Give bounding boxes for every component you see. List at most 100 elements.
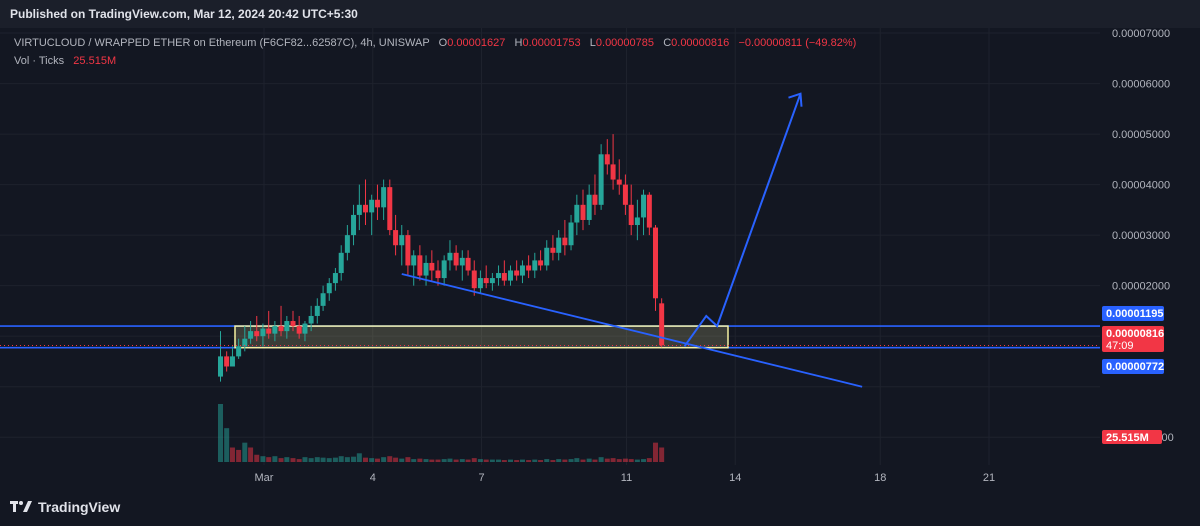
candle-body	[580, 204, 586, 220]
volume-bar	[308, 458, 314, 462]
support-zone	[234, 325, 729, 349]
candle-body	[405, 235, 411, 266]
volume-bar	[604, 458, 610, 462]
tradingview-logo-icon	[10, 501, 32, 512]
legend-volume-value: 25.515M	[73, 55, 117, 67]
volume-bar	[453, 459, 459, 462]
candle-body	[568, 222, 574, 246]
volume-bar	[574, 458, 580, 462]
volume-bar	[405, 457, 411, 462]
candle-body	[519, 265, 525, 276]
candle-body	[641, 194, 647, 218]
volume-bar	[483, 459, 489, 462]
chart-area[interactable]	[0, 28, 1100, 465]
candle-body	[489, 278, 495, 284]
volume-bar	[236, 449, 242, 462]
volume-bar	[374, 458, 380, 462]
candles	[218, 134, 665, 382]
candle-body	[302, 323, 308, 334]
candle-body	[550, 247, 556, 253]
candle-body	[393, 230, 399, 246]
volume-bar	[314, 457, 320, 462]
candle-body	[399, 235, 405, 246]
candle-body	[653, 227, 658, 299]
candle-body	[610, 164, 616, 180]
volume-bar	[284, 457, 290, 462]
volume-bar	[634, 459, 640, 462]
volume-bar	[260, 456, 266, 462]
candle-body	[574, 204, 580, 223]
volume-bar	[508, 459, 513, 462]
candle-body	[381, 187, 387, 208]
candle-body	[308, 315, 314, 324]
candle-body	[622, 184, 628, 205]
candle-body	[465, 257, 471, 271]
price-tick-label: 0.00004000	[1112, 180, 1170, 192]
legend-open-value: 0.00001627	[447, 37, 506, 49]
candle-body	[634, 217, 640, 226]
candle-body	[659, 303, 665, 346]
candle-body	[229, 356, 235, 367]
volume-label-text: 25.515M	[1106, 432, 1149, 444]
price-label-text: 0.00000772	[1106, 361, 1164, 373]
candle-body	[284, 321, 290, 332]
tradingview-brand[interactable]: TradingView	[10, 499, 120, 515]
volume-bar	[218, 404, 223, 462]
candle-body	[544, 247, 550, 266]
volume-bar	[550, 460, 556, 462]
support-zone-layer	[0, 325, 1100, 349]
candle-body	[459, 257, 465, 266]
volume-bar	[417, 458, 423, 462]
candle-body	[441, 260, 447, 279]
price-label-text: 0.00000816	[1106, 328, 1164, 340]
time-tick-label: 18	[874, 472, 886, 484]
volume-bar	[465, 459, 471, 462]
volume-bar	[477, 459, 483, 462]
volume-bar	[471, 458, 477, 462]
candle-body	[453, 252, 459, 266]
candle-body	[411, 255, 417, 266]
volume-bar	[266, 457, 272, 462]
legend-change: −0.00000811 (−49.82%)	[738, 37, 857, 49]
candle-body	[351, 214, 357, 236]
volume-bar	[344, 457, 350, 462]
candle-body	[538, 260, 544, 266]
volume-bar	[441, 459, 447, 462]
volume-bar	[646, 458, 652, 462]
volume-bar	[254, 454, 260, 462]
candle-body	[278, 326, 284, 332]
volume-bar	[610, 458, 616, 462]
volume-bar	[356, 453, 362, 462]
legend-close-label: C	[663, 37, 672, 49]
volume-bar	[387, 456, 393, 462]
volume-bar	[224, 428, 230, 462]
volume-bar	[290, 458, 296, 462]
volume-bar	[302, 457, 308, 462]
candle-body	[290, 321, 296, 327]
candle-body	[429, 262, 435, 271]
time-tick-label: 11	[621, 472, 632, 484]
candle-body	[326, 283, 332, 294]
candle-body	[526, 265, 532, 271]
candle-body	[218, 356, 223, 377]
candle-body	[496, 273, 502, 279]
trendline	[401, 273, 863, 388]
candle-body	[387, 187, 393, 231]
price-label-text: 0.00001195	[1106, 308, 1164, 320]
volume-bar	[363, 457, 368, 462]
volume-bar	[411, 459, 417, 462]
candle-body	[272, 326, 278, 334]
legend-symbol-row: VIRTUCLOUD / WRAPPED ETHER on Ethereum (…	[14, 37, 856, 49]
candle-body	[224, 356, 230, 367]
legend-high-value: 0.00001753	[522, 37, 581, 49]
volume-bar	[641, 459, 647, 462]
volume-bar	[598, 457, 604, 462]
candle-body	[616, 179, 622, 185]
candle-body	[242, 338, 248, 347]
volume-bar	[229, 447, 235, 462]
price-axis: 0.00007000 0.00006000 0.00005000 0.00004000…	[1102, 28, 1174, 444]
price-tick-label: 0.00003000	[1112, 230, 1170, 242]
price-label-countdown: 47:09	[1106, 340, 1134, 352]
volume-bar	[622, 458, 628, 462]
